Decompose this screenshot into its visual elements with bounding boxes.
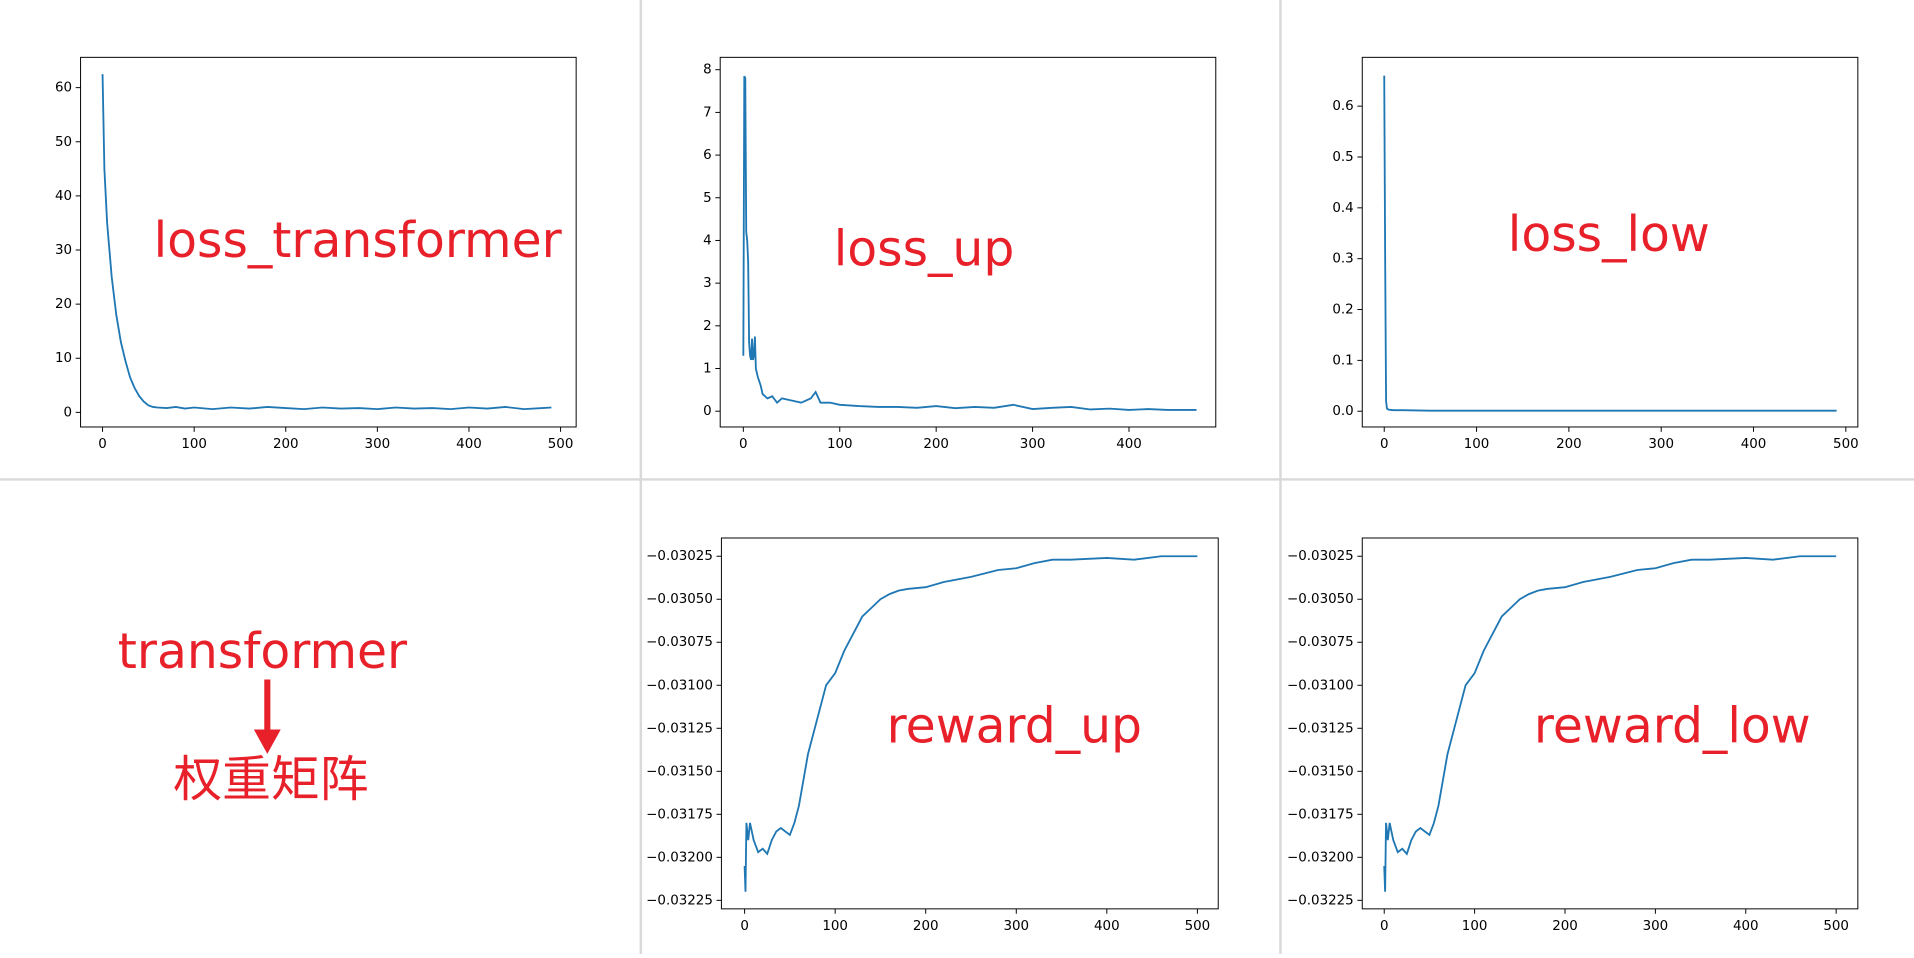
x-tick-label: 500 <box>1823 919 1849 934</box>
x-tick-label: 0 <box>739 437 748 452</box>
x-tick-label: 300 <box>1648 437 1674 452</box>
plot-area <box>720 537 1219 910</box>
y-tick-label: −0.03050 <box>646 592 713 607</box>
chart-annotation: reward_low <box>1534 698 1811 755</box>
y-tick-label: 6 <box>703 148 712 163</box>
x-tick-label: 400 <box>1741 437 1767 452</box>
data-line <box>742 75 1197 411</box>
x-tick-label: 200 <box>913 919 939 934</box>
plot-area <box>1361 537 1859 910</box>
y-tick-label: 0.1 <box>1332 353 1353 368</box>
y-tick-label: 5 <box>703 191 712 206</box>
y-tick-label: 0.2 <box>1332 303 1353 318</box>
y-tick-label: 0 <box>63 405 72 420</box>
y-tick-label: −0.03200 <box>1287 850 1354 865</box>
x-tick-label: 0 <box>1380 437 1389 452</box>
x-tick-label: 200 <box>923 437 949 452</box>
x-tick-label: 100 <box>822 919 848 934</box>
x-tick-label: 400 <box>456 437 482 452</box>
chart: 0 100 200 300 400 500 −0.03025 −0.03050 −0.03075… <box>1287 537 1859 934</box>
y-tick-label: −0.03075 <box>1287 635 1354 650</box>
x-tick-label: 100 <box>1462 919 1488 934</box>
y-tick-label: 0.0 <box>1332 404 1353 419</box>
chart: 0 100 200 300 400 500 0 10 20 30 40 50 60 loss_transf… <box>55 56 577 452</box>
y-tick-label: 1 <box>703 362 712 377</box>
x-tick-label: 100 <box>181 437 207 452</box>
y-tick-label: −0.03050 <box>1287 592 1354 607</box>
y-tick-label: −0.03025 <box>646 549 713 564</box>
y-tick-label: 0 <box>703 404 712 419</box>
x-tick-label: 200 <box>1552 919 1578 934</box>
y-tick-label: 7 <box>703 105 712 120</box>
diagram-target: 权重矩阵 <box>173 751 368 808</box>
data-line <box>1383 75 1837 412</box>
y-tick-label: −0.03025 <box>1287 549 1354 564</box>
x-tick-label: 300 <box>1003 919 1029 934</box>
y-tick-label: −0.03100 <box>646 678 713 693</box>
x-tick-label: 500 <box>1833 437 1859 452</box>
plot-area <box>1361 56 1859 428</box>
x-tick-label: 400 <box>1094 919 1120 934</box>
chart: 0 100 200 300 400 500 −0.03025 −0.03050 −0.03075… <box>646 537 1219 934</box>
y-tick-label: 30 <box>55 243 72 258</box>
y-tick-label: 8 <box>703 63 712 78</box>
y-tick-label: −0.03150 <box>646 764 713 779</box>
chart-annotation: loss_transformer <box>154 212 563 269</box>
y-tick-label: −0.03150 <box>1287 764 1354 779</box>
diagram-source: transformer <box>118 623 408 680</box>
x-tick-label: 300 <box>1643 919 1669 934</box>
x-tick-label: 0 <box>740 919 749 934</box>
plot-area <box>719 56 1217 428</box>
chart-annotation: loss_low <box>1508 206 1710 263</box>
x-tick-label: 500 <box>548 437 574 452</box>
x-tick-label: 100 <box>827 437 853 452</box>
y-tick-label: 40 <box>55 189 72 204</box>
chart: 0 100 200 300 400 0 1 2 3 4 5 6 7 8 loss_up <box>703 56 1217 452</box>
y-tick-label: −0.03225 <box>1287 893 1354 908</box>
x-tick-label: 0 <box>98 437 107 452</box>
y-tick-label: −0.03075 <box>646 635 713 650</box>
y-tick-label: −0.03100 <box>1287 678 1354 693</box>
x-tick-label: 0 <box>1380 919 1389 934</box>
y-tick-label: −0.03125 <box>646 721 713 736</box>
y-tick-label: 0.4 <box>1332 201 1353 216</box>
x-tick-label: 400 <box>1733 919 1759 934</box>
y-tick-label: −0.03125 <box>1287 721 1354 736</box>
y-tick-label: 20 <box>55 297 72 312</box>
x-tick-label: 500 <box>1185 919 1211 934</box>
y-tick-label: −0.03175 <box>646 807 713 822</box>
data-line <box>101 74 552 411</box>
chart: 0 100 200 300 400 500 0.0 0.1 0.2 0.3 0.4 0.5 0.6 los… <box>1332 56 1859 452</box>
y-tick-label: 0.6 <box>1332 99 1353 114</box>
y-tick-label: 2 <box>703 319 712 334</box>
y-tick-label: 60 <box>55 81 72 96</box>
y-tick-label: −0.03225 <box>646 893 713 908</box>
y-tick-label: 50 <box>55 135 72 150</box>
y-tick-label: −0.03200 <box>646 850 713 865</box>
y-tick-label: 10 <box>55 351 72 366</box>
x-tick-label: 300 <box>365 437 391 452</box>
x-tick-label: 300 <box>1020 437 1046 452</box>
x-tick-label: 100 <box>1464 437 1490 452</box>
y-tick-label: −0.03175 <box>1287 807 1354 822</box>
y-tick-label: 0.3 <box>1332 252 1353 267</box>
x-tick-label: 200 <box>273 437 299 452</box>
x-tick-label: 400 <box>1116 437 1142 452</box>
x-tick-label: 200 <box>1556 437 1582 452</box>
chart-annotation: reward_up <box>887 698 1142 755</box>
y-tick-label: 4 <box>703 233 712 248</box>
chart-annotation: loss_up <box>834 221 1015 278</box>
data-line <box>743 555 1198 892</box>
data-line <box>1383 555 1837 892</box>
arrow-head <box>253 729 281 754</box>
y-tick-label: 3 <box>703 276 712 291</box>
y-tick-label: 0.5 <box>1332 150 1353 165</box>
plot-area <box>80 56 577 428</box>
